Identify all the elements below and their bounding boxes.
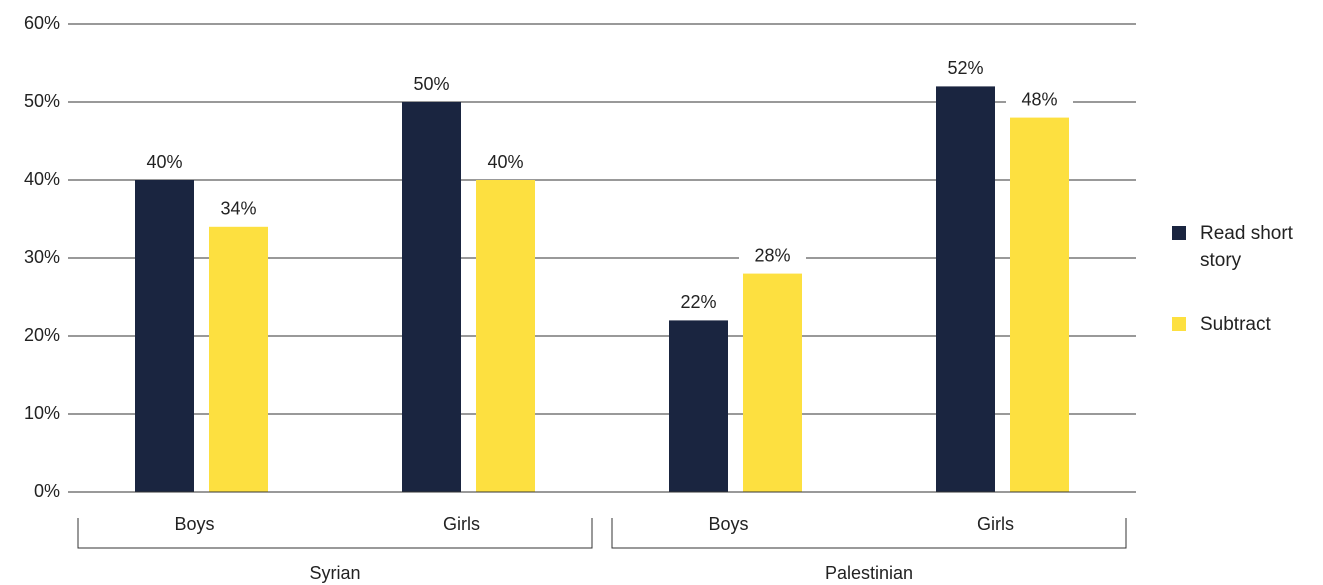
x-tick-label: Girls (443, 514, 480, 534)
y-tick-label: 30% (24, 247, 60, 267)
value-label: 40% (487, 152, 523, 172)
bar (402, 102, 461, 492)
value-label: 52% (947, 58, 983, 78)
value-label: 50% (413, 74, 449, 94)
bar (936, 86, 995, 493)
bar (669, 320, 728, 492)
value-label-bg (472, 150, 539, 174)
bar (743, 273, 802, 492)
legend-label: Read short story (1200, 223, 1293, 271)
bar (209, 226, 268, 493)
legend-swatch (1172, 317, 1186, 331)
value-label: 34% (220, 199, 256, 219)
legend-label: Subtract (1200, 314, 1271, 335)
y-tick-label: 40% (24, 169, 60, 189)
x-tick-label: Boys (708, 514, 748, 534)
y-tick-label: 10% (24, 403, 60, 423)
group-bracket (611, 518, 1127, 549)
x-tick-label: Girls (977, 514, 1014, 534)
value-label-bg (205, 196, 272, 221)
group-bracket (77, 518, 593, 549)
legend-swatch (1172, 226, 1186, 240)
value-label-bg (739, 243, 806, 268)
value-label: 48% (1021, 89, 1057, 109)
bar (476, 180, 535, 492)
legend-item: Subtract (1172, 311, 1322, 338)
value-label-bg (398, 72, 465, 96)
group-label: Palestinian (825, 563, 913, 583)
y-tick-label: 0% (34, 481, 60, 501)
value-label-bg (932, 56, 999, 81)
value-label-bg (1006, 87, 1073, 112)
y-tick-label: 20% (24, 325, 60, 345)
value-label: 22% (680, 292, 716, 312)
value-label: 40% (146, 152, 182, 172)
y-tick-label: 60% (24, 13, 60, 33)
legend-item: Read short story (1172, 220, 1322, 274)
value-label-bg (665, 290, 732, 315)
group-label: Syrian (309, 563, 360, 583)
bar (1010, 117, 1069, 492)
value-label-bg (131, 150, 198, 174)
x-tick-label: Boys (174, 514, 214, 534)
bar (135, 180, 194, 492)
value-label: 28% (754, 245, 790, 265)
y-tick-label: 50% (24, 91, 60, 111)
